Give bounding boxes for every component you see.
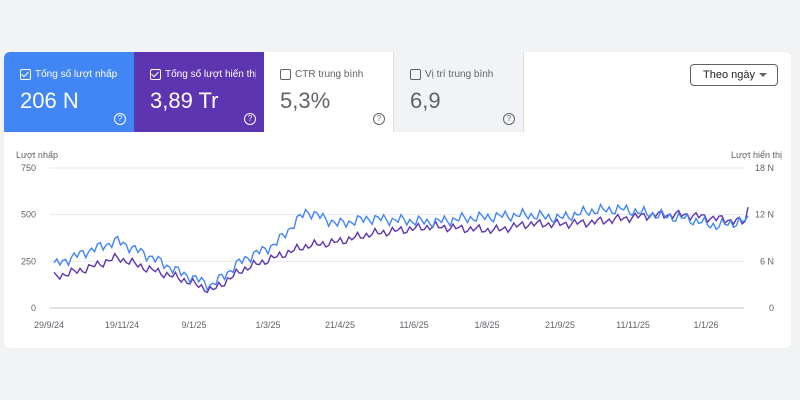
x-tick-label: 1/1/26 xyxy=(693,320,718,330)
metric-value-ctr: 5,3% xyxy=(280,88,331,113)
right-tick-label: 12 N xyxy=(755,210,774,220)
metric-tile-clicks[interactable]: Tổng số lượt nhấp 206 N ? xyxy=(4,52,134,132)
x-tick-label: 1/8/25 xyxy=(474,320,499,330)
help-icon[interactable]: ? xyxy=(373,113,385,125)
metric-tile-position[interactable]: Vị trí trung bình 6,9 ? xyxy=(394,52,524,132)
x-tick-label: 29/9/24 xyxy=(34,320,64,330)
right-axis-title: Lượt hiển thị xyxy=(731,150,782,160)
x-tick-label: 21/9/25 xyxy=(545,320,575,330)
metric-value-position: 6,9 xyxy=(410,88,441,113)
dropdown-label: Theo ngày xyxy=(703,69,755,81)
grid-lines xyxy=(50,167,744,309)
x-tick-label: 1/3/25 xyxy=(255,320,280,330)
tick-labels: 750 18 N 500 12 N 250 6 N 0 0 xyxy=(21,163,774,313)
right-tick-label: 6 N xyxy=(760,256,774,266)
metric-tile-ctr[interactable]: CTR trung bình 5,3% ? xyxy=(264,52,394,132)
metric-label-clicks: Tổng số lượt nhấp xyxy=(35,69,118,80)
metric-label-impressions: Tổng số lượt hiển thị xyxy=(165,69,256,80)
x-tick-label: 11/11/25 xyxy=(616,320,650,330)
x-axis-labels: 29/9/24 19/11/24 9/1/25 1/3/25 21/4/25 11/6/2… xyxy=(34,320,719,330)
performance-card: Tổng số lượt nhấp 206 N ? Tổng số lượt h… xyxy=(4,52,791,348)
checkbox-icon[interactable] xyxy=(410,69,421,80)
x-tick-label: 9/1/25 xyxy=(181,320,206,330)
date-granularity-dropdown[interactable]: Theo ngày xyxy=(690,64,778,86)
left-tick-label: 500 xyxy=(21,210,36,220)
left-tick-label: 250 xyxy=(21,256,36,266)
x-tick-label: 21/4/25 xyxy=(325,320,355,330)
left-axis-title: Lượt nhấp xyxy=(16,150,58,160)
right-tick-label: 18 N xyxy=(755,163,774,173)
series-line-impressions xyxy=(53,207,749,294)
metric-value-clicks: 206 N xyxy=(20,88,79,113)
metric-tiles: Tổng số lượt nhấp 206 N ? Tổng số lượt h… xyxy=(4,52,524,132)
help-icon[interactable]: ? xyxy=(244,113,256,125)
right-tick-label: 0 xyxy=(769,303,774,313)
metric-tile-impressions[interactable]: Tổng số lượt hiển thị 3,89 Tr ? xyxy=(134,52,264,132)
series-line-clicks xyxy=(53,202,749,292)
checkbox-icon[interactable] xyxy=(150,69,161,80)
metric-label-ctr: CTR trung bình xyxy=(295,69,364,80)
metric-label-position: Vị trí trung bình xyxy=(425,69,494,80)
help-icon[interactable]: ? xyxy=(114,113,126,125)
help-icon[interactable]: ? xyxy=(503,113,515,125)
metric-value-impressions: 3,89 Tr xyxy=(150,88,219,113)
left-tick-label: 0 xyxy=(31,303,36,313)
x-tick-label: 11/6/25 xyxy=(399,320,428,330)
x-tick-label: 19/11/24 xyxy=(105,320,139,330)
caret-down-icon xyxy=(759,73,767,77)
checkbox-icon[interactable] xyxy=(280,69,291,80)
checkbox-icon[interactable] xyxy=(20,69,31,80)
performance-chart: Lượt nhấp Lượt hiển thị 750 18 N 500 12 N 25… xyxy=(16,150,782,330)
left-tick-label: 750 xyxy=(21,163,36,173)
